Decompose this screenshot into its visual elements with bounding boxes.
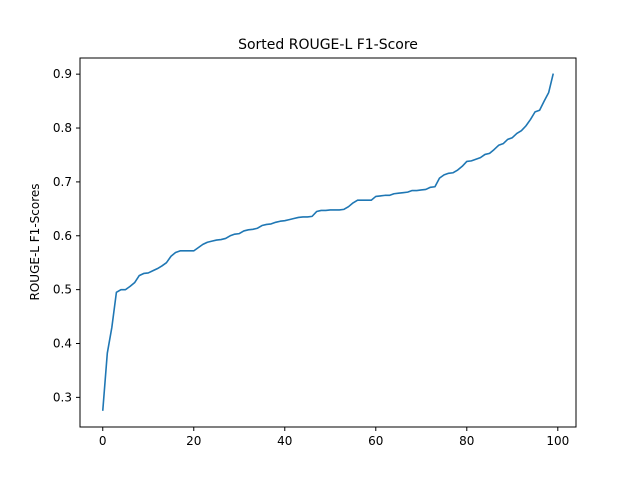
chart-title: Sorted ROUGE-L F1-Score: [238, 37, 418, 53]
y-tick-label: 0.7: [53, 175, 72, 189]
y-tick-label: 0.4: [53, 337, 72, 351]
series-line-group: [101, 73, 555, 411]
y-axis: 0.3 0.4 0.5 0.6 0.7 0.8 0.9: [53, 67, 80, 404]
x-axis: 0 20 40 60 80 100: [99, 427, 569, 448]
y-tick-label: 0.6: [53, 229, 72, 243]
y-tick-label: 0.5: [53, 283, 72, 297]
series-line: [101, 73, 555, 411]
y-tick-label: 0.8: [53, 121, 72, 135]
y-axis-label: ROUGE-L F1-Scores: [28, 183, 42, 300]
x-tick-label: 20: [186, 434, 201, 448]
x-tick-label: 40: [277, 434, 292, 448]
y-tick-label: 0.3: [53, 390, 72, 404]
plot-frame: [79, 57, 577, 428]
x-tick-label: 60: [368, 434, 383, 448]
y-tick-label: 0.9: [53, 67, 72, 81]
x-tick-label: 80: [459, 434, 474, 448]
x-tick-label: 100: [546, 434, 569, 448]
x-tick-label: 0: [99, 434, 107, 448]
